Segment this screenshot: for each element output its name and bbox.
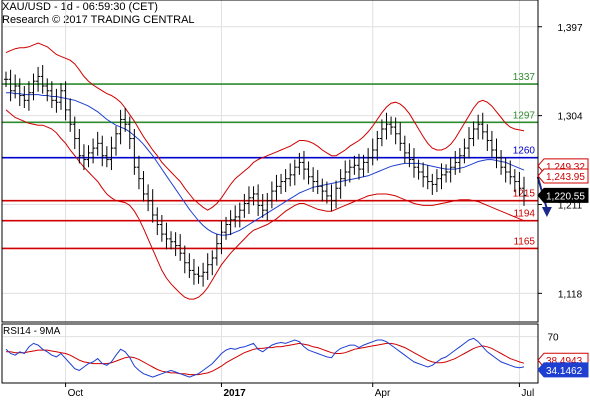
level-label-1260: 1260	[513, 146, 536, 157]
chart-title: XAU/USD - 1d - 06:59:30 (CET)	[2, 1, 158, 13]
rsi-y-axis: 70	[547, 333, 559, 344]
series-ma	[6, 92, 525, 236]
series-rsi_ma	[6, 342, 525, 376]
x-tick-label: Apr	[375, 388, 391, 399]
price-tag-box	[537, 362, 589, 378]
price-tag-label: 34.1462	[546, 366, 583, 377]
rsi-panel-title: RSI14 - 9MA	[3, 326, 61, 337]
x-tick-label: 2017	[223, 388, 246, 399]
rsi-y-tick-label: 70	[547, 333, 559, 344]
main-panel-grid	[2, 0, 538, 322]
level-label-1165: 1165	[513, 236, 535, 247]
series-rsi	[5, 337, 525, 378]
price-tag-label: 1,243.95	[546, 172, 585, 183]
price-series-group	[4, 42, 526, 300]
main-y-axis: 1,397 1,304 1,211 1,118	[538, 23, 583, 300]
x-tick-label: Jul	[521, 388, 534, 399]
level-label-1297: 1297	[513, 110, 536, 121]
forecast-arrow-head	[541, 206, 552, 217]
main-y-tick-label: 1,118	[558, 289, 583, 300]
rsi-panel-frame	[1, 323, 539, 384]
price-tag-label: 38.4943	[546, 356, 583, 367]
price-tag-label: 1,249.32	[546, 162, 585, 173]
panel-frames	[1, 0, 539, 384]
series-bb_lower	[5, 109, 525, 300]
main-panel-frame	[1, 0, 539, 323]
price-tag-box	[537, 187, 589, 203]
x-axis: Oct 2017 Apr Jul	[65, 383, 534, 399]
x-tick-label: Oct	[68, 388, 84, 399]
level-label-1337: 1337	[513, 72, 536, 83]
chart-subtitle: Research © 2017 TRADING CENTRAL	[2, 14, 195, 26]
rsi-panel-grid	[2, 324, 538, 383]
price-tag-label: 1,220.55	[546, 191, 585, 202]
main-y-tick-label: 1,304	[557, 112, 582, 123]
series-bb_upper	[5, 42, 525, 211]
rsi-series-group	[5, 337, 525, 378]
main-y-tick-label: 1,211	[558, 200, 583, 211]
level-label-1194: 1194	[513, 209, 535, 220]
price-tag-box	[537, 168, 589, 184]
main-y-tick-label: 1,397	[557, 23, 582, 34]
